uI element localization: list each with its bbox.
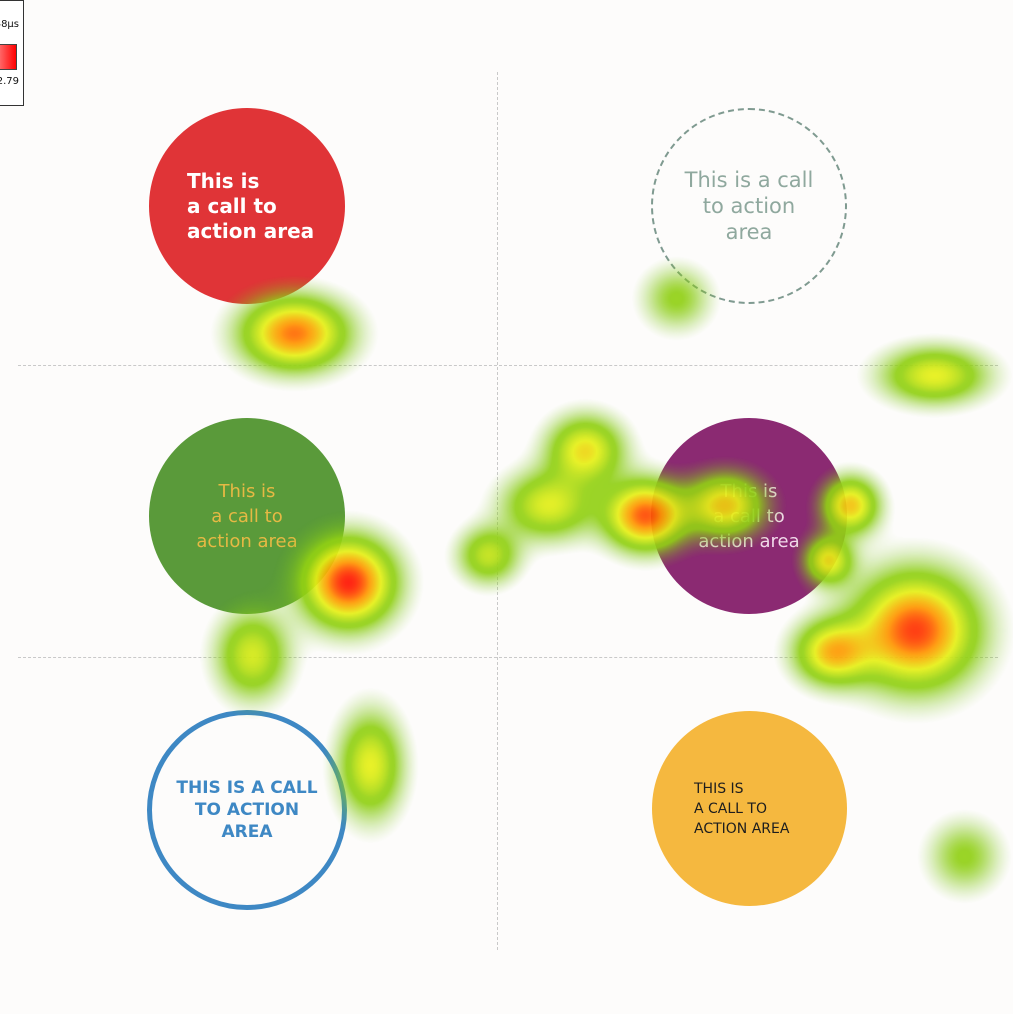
cta-circle-red[interactable]: This is a call to action area <box>149 108 345 304</box>
legend-top-label: 48µs <box>0 19 19 30</box>
legend-bottom-label: 2.79 <box>0 76 19 87</box>
cta-blue-line-3: AREA <box>221 822 273 842</box>
cta-red-line-2: a call to <box>187 193 277 218</box>
cta-dashed-line-3: area <box>725 220 773 244</box>
cta-circle-blue-outline[interactable]: THIS IS A CALL TO ACTION AREA <box>147 710 347 910</box>
cta-purple-line-2: a call to <box>713 505 785 527</box>
heatmap-legend: 48µs 2.79 <box>0 0 24 106</box>
cta-red-line-1: This is <box>187 168 260 193</box>
cta-yellow-line-2: A CALL TO <box>694 800 768 817</box>
cta-circle-yellow[interactable]: THIS IS A CALL TO ACTION AREA <box>652 711 847 906</box>
cta-red-line-3: action area <box>187 218 315 243</box>
cta-circle-green[interactable]: This is a call to action area <box>149 418 345 614</box>
vertical-guide-line <box>497 72 498 950</box>
cta-yellow-line-3: ACTION AREA <box>694 820 790 837</box>
cta-dashed-line-1: This is a call <box>684 168 814 192</box>
legend-gradient-bar <box>0 44 17 70</box>
cta-circle-purple[interactable]: This is a call to action area <box>651 418 847 614</box>
cta-green-line-3: action area <box>196 530 298 552</box>
cta-green-line-1: This is <box>218 480 276 502</box>
cta-yellow-line-1: THIS IS <box>694 780 744 797</box>
horizontal-guide-line-lower <box>18 657 998 658</box>
cta-purple-line-1: This is <box>720 480 778 502</box>
cta-green-line-2: a call to <box>211 505 283 527</box>
horizontal-guide-line-upper <box>18 365 998 366</box>
cta-purple-line-3: action area <box>698 530 800 552</box>
cta-dashed-line-2: to action <box>702 194 796 218</box>
cta-circle-dashed[interactable]: This is a call to action area <box>651 108 847 304</box>
cta-blue-line-1: THIS IS A CALL <box>176 778 318 798</box>
cta-blue-line-2: TO ACTION <box>194 800 300 820</box>
